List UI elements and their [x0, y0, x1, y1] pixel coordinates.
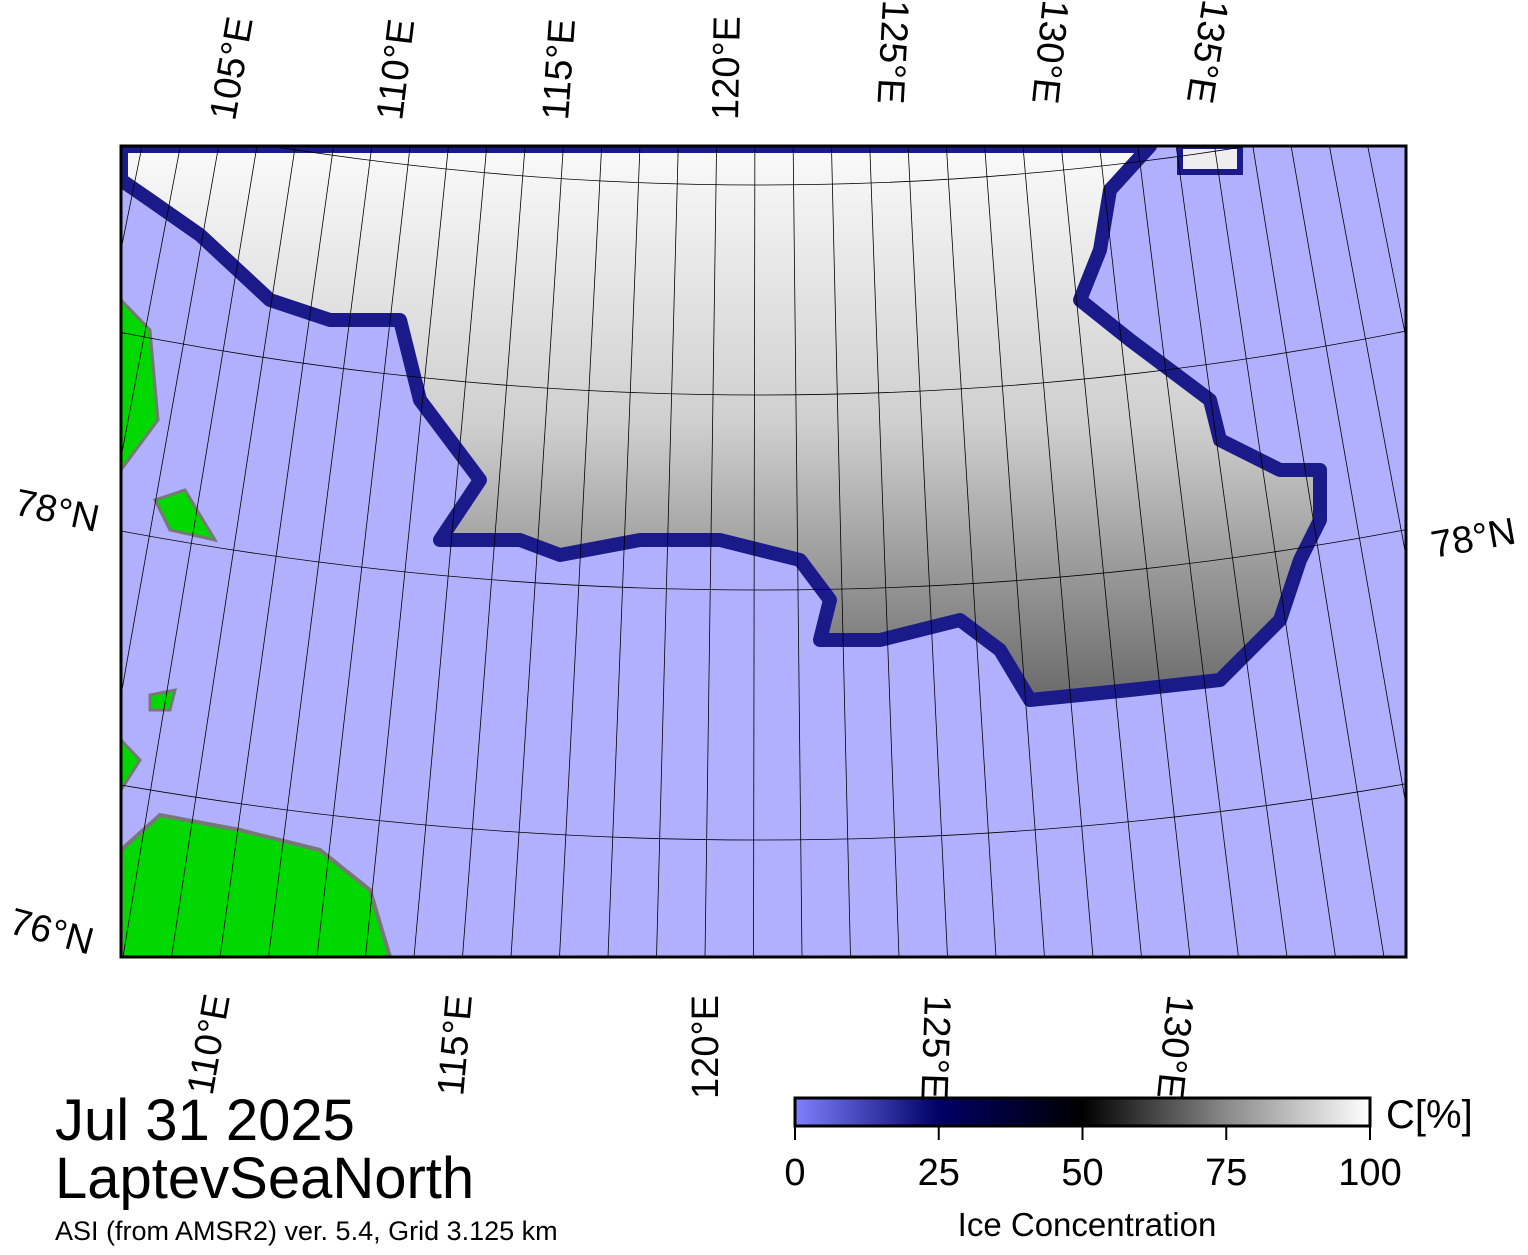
meridian	[1502, 0, 1528, 957]
coordinate-label: 105°E	[202, 14, 261, 124]
colorbar-unit: C[%]	[1386, 1093, 1473, 1137]
coordinate-label: 78°N	[1428, 511, 1519, 567]
region: LaptevSeaNorth	[55, 1146, 474, 1211]
meridian	[1434, 0, 1528, 957]
colorbar-tick-label: 50	[1061, 1152, 1103, 1194]
colorbar-tick-label: 25	[918, 1152, 960, 1194]
coordinate-label: 130°E	[1148, 993, 1201, 1101]
coordinate-label: 120°E	[705, 16, 749, 121]
colorbar-tick-label: 0	[784, 1152, 805, 1194]
coordinate-label: 135°E	[1178, 0, 1236, 106]
colorbar	[795, 1098, 1370, 1126]
map-area	[0, 0, 1528, 957]
date: Jul 31 2025	[55, 1088, 355, 1153]
coordinate-label: 115°E	[430, 993, 481, 1097]
meridian	[0, 0, 76, 957]
meridian	[0, 0, 9, 957]
meridian	[1401, 0, 1528, 957]
coordinate-label: 130°E	[1023, 0, 1076, 106]
coordinate-label: 115°E	[535, 18, 584, 122]
colorbar-ticks: 0 25 50 75 100	[784, 1126, 1401, 1194]
colorbar-tick-label: 100	[1338, 1152, 1401, 1194]
coordinate-label: 110°E	[180, 991, 239, 1098]
coordinate-label: 110°E	[369, 17, 423, 122]
meridian	[1468, 0, 1528, 957]
coordinate-label: 78°N	[11, 482, 103, 541]
coordinate-label: 125°E	[912, 994, 958, 1099]
product: ASI (from AMSR2) ver. 5.4, Grid 3.125 km	[55, 1216, 558, 1246]
island	[150, 690, 175, 710]
colorbar-label: Ice Concentration	[958, 1206, 1217, 1243]
ice-floe	[1180, 146, 1240, 172]
coordinate-label: 120°E	[685, 995, 727, 1099]
meridian	[0, 0, 43, 957]
colorbar-tick-label: 75	[1205, 1152, 1247, 1194]
meridian	[0, 0, 110, 957]
coordinate-label: 76°N	[5, 901, 98, 964]
coordinate-label: 125°E	[869, 0, 916, 105]
